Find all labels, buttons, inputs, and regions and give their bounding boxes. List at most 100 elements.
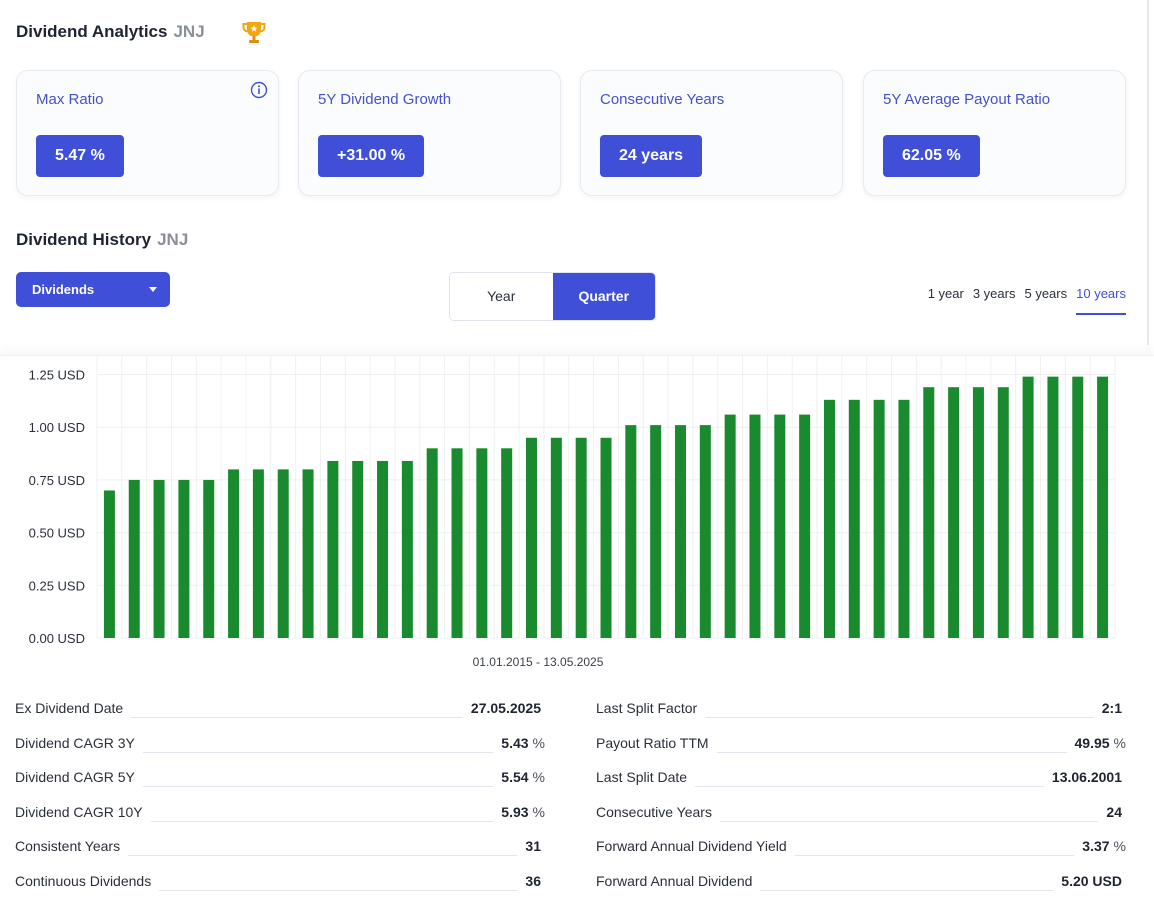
dividend-bar [178, 479, 190, 638]
dividend-bar [873, 399, 885, 638]
dividend-bar [898, 399, 910, 638]
stat-value: 5.93% [501, 803, 545, 820]
dividend-bar [501, 448, 513, 638]
stat-value: 13.06.2001 [1051, 769, 1122, 785]
dividend-bar [749, 414, 761, 638]
stat-row: Consistent Years 31 [15, 838, 545, 873]
info-icon[interactable] [250, 81, 268, 99]
dividend-bar [823, 399, 835, 638]
history-title: Dividend History JNJ [16, 230, 188, 250]
dividend-bar [476, 448, 488, 638]
stat-row: Dividend CAGR 5Y 5.54% [15, 769, 545, 804]
stat-label: Consecutive Years [596, 803, 720, 820]
card-5y-average-payout-ratio: 5Y Average Payout Ratio 62.05 % [863, 70, 1126, 196]
dividend-bar [650, 425, 662, 638]
dividend-bar [625, 425, 637, 638]
dividend-bar [252, 469, 264, 638]
card-label: 5Y Average Payout Ratio [883, 91, 1051, 108]
card-value: 62.05 % [883, 135, 980, 177]
dividend-bar [203, 479, 215, 638]
toggle-quarter[interactable]: Quarter [552, 273, 655, 320]
card-value: 24 years [600, 135, 703, 177]
stat-label: Last Split Date [596, 769, 696, 785]
dividend-bar [699, 425, 711, 638]
y-tick-label: 0.50 USD [29, 526, 85, 541]
range-5-years[interactable]: 5 years [1024, 286, 1068, 301]
dividend-bar [848, 399, 860, 638]
stat-row: Forward Annual Dividend Yield 3.37% [596, 838, 1126, 873]
stat-label: Ex Dividend Date [15, 700, 132, 716]
stat-value: 36 [525, 872, 541, 889]
dividend-bar [600, 437, 612, 638]
stat-row: Dividend CAGR 3Y 5.43% [15, 734, 545, 770]
stat-row: Forward Annual Dividend 5.20 USD [596, 872, 1126, 908]
chart-date-range: 01.01.2015 - 13.05.2025 [472, 655, 604, 669]
toggle-year[interactable]: Year [450, 273, 553, 320]
stat-label: Forward Annual Dividend [596, 872, 761, 889]
stat-row: Consecutive Years 24 [596, 803, 1126, 839]
dividend-bar [302, 469, 314, 638]
stat-value: 5.43% [501, 734, 545, 751]
stat-label: Continuous Dividends [15, 872, 160, 889]
stat-row: Last Split Date 13.06.2001 [596, 769, 1126, 804]
dividend-bar [575, 437, 587, 638]
card-consecutive-years: Consecutive Years 24 years [580, 70, 843, 196]
metric-dropdown[interactable]: Dividends [16, 272, 170, 307]
dividend-bar [327, 460, 339, 638]
dividend-bar [526, 437, 538, 638]
dividend-bar [426, 448, 438, 638]
dividend-bar [997, 387, 1009, 638]
stat-row: Payout Ratio TTM 49.95% [596, 734, 1127, 770]
y-tick-label: 0.75 USD [29, 473, 85, 488]
period-toggle: Year Quarter [449, 272, 656, 321]
range-1-year[interactable]: 1 year [927, 286, 964, 301]
stat-row: Continuous Dividends 36 [15, 872, 545, 908]
stat-label: Forward Annual Dividend Yield [596, 838, 795, 854]
stat-value: 49.95% [1074, 734, 1127, 751]
stat-value: 2:1 [1101, 700, 1122, 716]
analytics-title: Dividend Analytics JNJ [16, 22, 205, 42]
dividend-bar [277, 469, 289, 638]
dividend-bar [377, 460, 389, 638]
y-tick-label: 1.25 USD [29, 368, 85, 383]
dividend-bar [1047, 376, 1059, 638]
history-title-text: Dividend History [16, 230, 152, 249]
card-value: 5.47 % [36, 135, 124, 177]
analytics-title-text: Dividend Analytics [16, 22, 168, 41]
dividend-bar [103, 490, 115, 638]
dividend-bar [128, 479, 140, 638]
dividend-bar [153, 479, 165, 638]
stat-label: Consistent Years [15, 838, 129, 854]
y-tick-label: 1.00 USD [29, 420, 85, 435]
y-tick-label: 0.25 USD [29, 578, 85, 593]
dividend-bar [228, 469, 240, 638]
dividend-bar [401, 460, 413, 638]
stat-value: 31 [525, 838, 541, 854]
trophy-icon [242, 22, 266, 43]
dividend-bar [1022, 376, 1034, 638]
card-5y-dividend-growth: 5Y Dividend Growth +31.00 % [298, 70, 561, 196]
range-3-years[interactable]: 3 years [972, 286, 1016, 301]
stat-label: Dividend CAGR 3Y [15, 734, 143, 751]
stat-value: 24 [1106, 803, 1122, 820]
analytics-ticker: JNJ [173, 22, 205, 41]
y-tick-label: 0.00 USD [29, 631, 85, 646]
stat-label: Dividend CAGR 10Y [15, 803, 151, 820]
card-label: 5Y Dividend Growth [318, 91, 452, 108]
stat-value: 5.54% [501, 769, 545, 785]
range-10-years[interactable]: 10 years [1076, 286, 1126, 315]
dividend-bar [1072, 376, 1084, 638]
dividend-bar [799, 414, 811, 638]
stat-row: Ex Dividend Date 27.05.2025 [15, 700, 545, 735]
caret-down-icon [149, 287, 157, 292]
dividend-bar [674, 425, 686, 638]
dividend-bar [352, 460, 364, 638]
dividend-bar [1097, 376, 1109, 638]
card-max-ratio: Max Ratio 5.47 % [16, 70, 279, 196]
stats-left: Ex Dividend Date 27.05.2025 Dividend CAGR… [15, 700, 545, 907]
card-label: Consecutive Years [600, 91, 725, 108]
dividend-bar [774, 414, 786, 638]
stats-right: Last Split Factor 2:1 Payout Ratio TTM 49.… [596, 700, 1126, 907]
dividend-chart: 1.25 USD 1.00 USD 0.75 USD 0.50 USD 0.25 USD… [0, 355, 1154, 685]
stat-value: 27.05.2025 [470, 700, 541, 716]
